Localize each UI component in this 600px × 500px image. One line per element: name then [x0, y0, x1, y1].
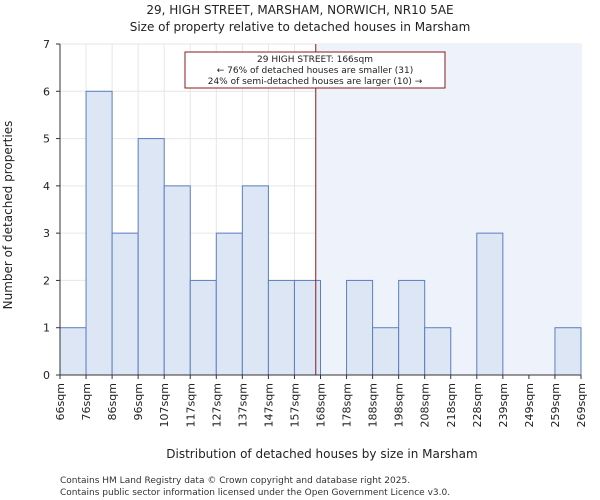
x-tick-label: 157sqm [288, 383, 301, 427]
x-tick-label: 218sqm [445, 383, 458, 427]
x-tick-label: 86sqm [106, 383, 119, 420]
x-tick-label: 168sqm [315, 383, 328, 427]
bar [476, 232, 504, 376]
x-tick-label: 249sqm [523, 383, 536, 427]
x-tick-labels: 66sqm 76sqm 86sqm 96sqm 107sqm 117sqm 127sqm 13… [54, 375, 588, 427]
x-tick-label: 228sqm [471, 383, 484, 427]
x-tick-label: 178sqm [341, 383, 354, 427]
annotation-line-3: 24% of semi-detached houses are larger (… [208, 77, 423, 87]
bar [398, 279, 426, 376]
x-tick-label: 127sqm [210, 383, 223, 427]
chart-subtitle: Size of property relative to detached ho… [130, 20, 471, 34]
y-tick-label: 0 [43, 369, 50, 382]
x-tick-label: 208sqm [419, 383, 432, 427]
bars [59, 90, 582, 376]
y-tick-label: 7 [43, 38, 50, 51]
x-tick-label: 117sqm [184, 383, 197, 427]
annotation-line-1: 29 HIGH STREET: 166sqm [257, 55, 373, 65]
x-tick-label: 147sqm [262, 383, 275, 427]
y-tick-label: 3 [43, 227, 50, 240]
y-axis-label: Number of detached properties [1, 121, 15, 310]
y-tick-label: 5 [43, 133, 50, 146]
bar [85, 90, 113, 376]
bar [554, 327, 582, 376]
bar [137, 138, 165, 376]
x-tick-label: 96sqm [132, 383, 145, 420]
x-axis-label: Distribution of detached houses by size … [166, 447, 477, 461]
annotation-box [184, 51, 446, 89]
y-tick-label: 6 [43, 85, 50, 98]
bar [215, 232, 243, 376]
bar [267, 279, 295, 376]
bar [372, 327, 400, 376]
x-tick-label: 239sqm [497, 383, 510, 427]
x-tick-label: 107sqm [158, 383, 171, 427]
x-tick-label: 66sqm [54, 383, 67, 420]
bar [241, 185, 269, 376]
x-tick-label: 188sqm [367, 383, 380, 427]
x-tick-label: 76sqm [80, 383, 93, 420]
footer-line-2: Contains public sector information licen… [60, 488, 450, 498]
bar [189, 279, 217, 376]
y-tick-label: 2 [43, 274, 50, 287]
x-tick-label: 269sqm [575, 383, 588, 427]
footer-line-1: Contains HM Land Registry data © Crown c… [60, 476, 410, 486]
bar [59, 327, 87, 376]
y-tick-label: 1 [43, 322, 50, 335]
annotation-line-2: ← 76% of detached houses are smaller (31… [217, 66, 414, 76]
y-tick-labels: 0 1 2 3 4 5 6 7 [43, 38, 60, 382]
bar [163, 185, 191, 376]
bar [111, 232, 139, 376]
x-tick-label: 198sqm [393, 383, 406, 427]
bar [424, 327, 452, 376]
bar [293, 279, 322, 376]
y-tick-label: 4 [43, 180, 50, 193]
x-tick-label: 137sqm [236, 383, 249, 427]
x-tick-label: 259sqm [549, 383, 562, 427]
bar [346, 279, 374, 376]
chart-title: 29, HIGH STREET, MARSHAM, NORWICH, NR10 … [146, 3, 453, 17]
